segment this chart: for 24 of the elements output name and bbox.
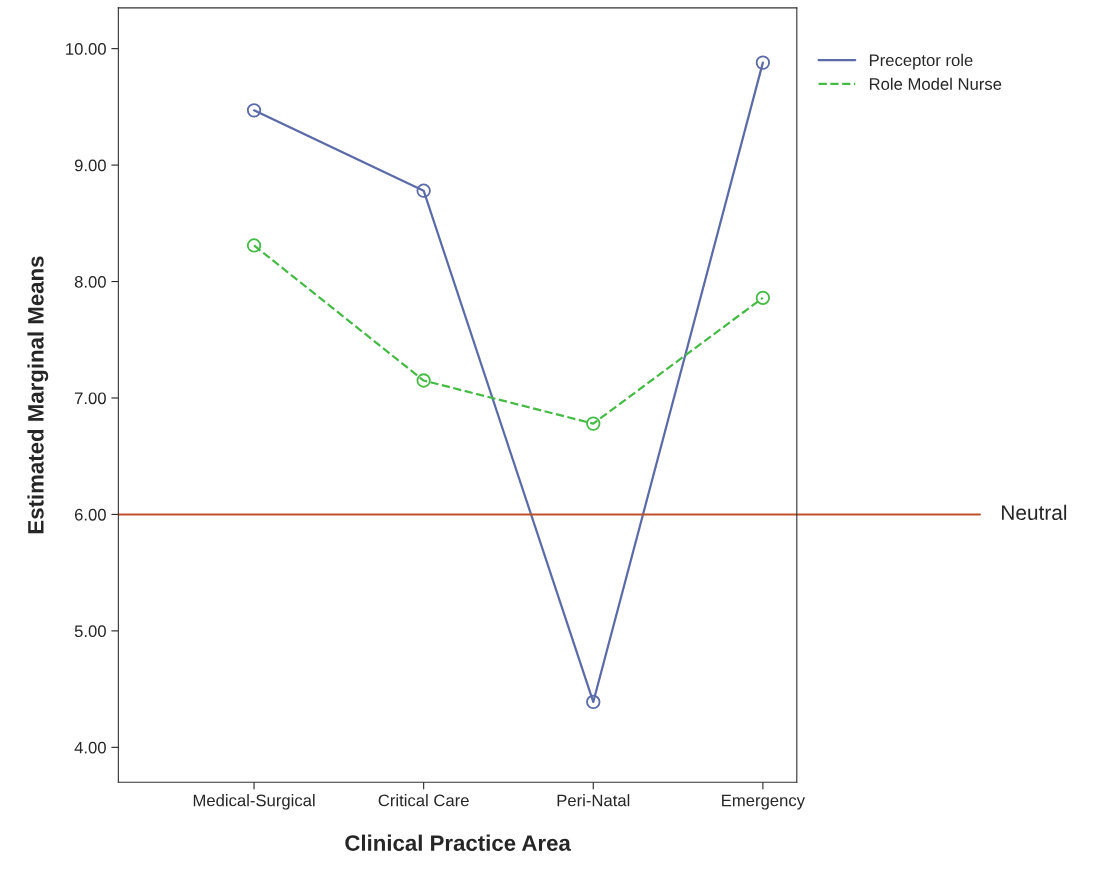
point	[246, 103, 262, 118]
y-tick-label: 4.00	[74, 741, 106, 754]
point	[755, 55, 771, 70]
point	[755, 290, 771, 305]
x-tick-label: Emergency	[722, 794, 805, 810]
x-tick-label: Medical-Surgical	[193, 794, 315, 810]
y-axis-title: Estimated Marginal Means	[27, 256, 49, 534]
y-tick-label: 5.00	[74, 625, 106, 638]
y-tick-label: 10.00	[66, 43, 106, 55]
x-axis-title: Clinical Practice Area	[345, 834, 571, 851]
y-tick-label: 9.00	[74, 159, 106, 172]
y-tick-label: 6.00	[74, 508, 106, 521]
point	[416, 373, 431, 388]
point	[246, 238, 262, 253]
point	[586, 416, 601, 431]
legend-label: Role Model Nurse	[869, 77, 1002, 90]
y-tick-label: 8.00	[74, 275, 106, 288]
point	[586, 694, 601, 710]
x-tick-label: Critical Care	[378, 794, 469, 807]
point	[416, 183, 431, 198]
y-tick-label: 7.00	[74, 392, 106, 405]
legend-label: Preceptor role	[869, 53, 973, 70]
x-tick-label: Peri-Natal	[557, 794, 630, 807]
ref-line-label: Neutral	[1002, 504, 1067, 521]
